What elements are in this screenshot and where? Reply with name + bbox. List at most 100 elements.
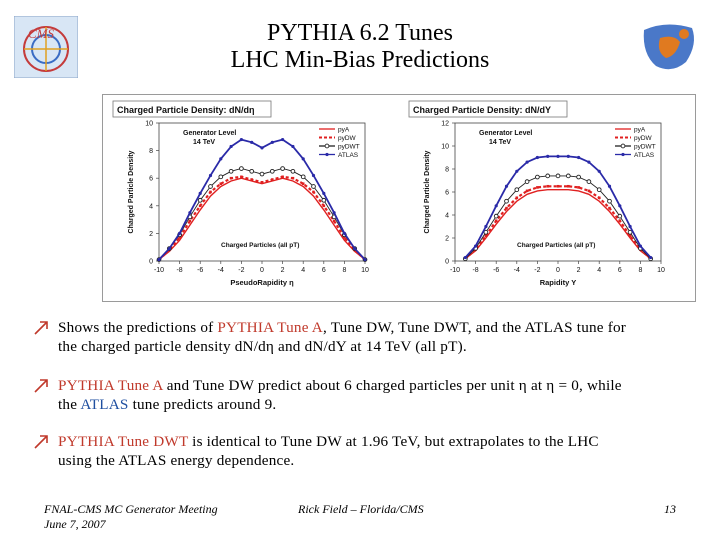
bullet-1-line2: the charged particle density dN/dη and d… xyxy=(58,338,467,355)
point-ATLAS xyxy=(556,154,560,158)
point-ATLAS xyxy=(474,244,478,248)
y-tick-label: 2 xyxy=(445,236,449,243)
point-pyDWT xyxy=(576,174,581,180)
point-ATLAS xyxy=(607,184,612,188)
point-ATLAS xyxy=(260,146,264,150)
y-tick-label: 6 xyxy=(149,176,153,183)
bullet-2-line2-segment-2: tune predicts around 9. xyxy=(128,396,277,413)
bullet-2-line2-segment-1: ATLAS xyxy=(80,396,129,413)
series-line-pyA xyxy=(464,189,652,260)
y-tick-label: 10 xyxy=(441,144,449,151)
point-ATLAS xyxy=(311,173,316,178)
point-ATLAS xyxy=(494,204,498,208)
point-pyDW xyxy=(608,206,611,210)
point-pyDW xyxy=(587,189,591,193)
x-tick-label: 0 xyxy=(260,267,264,274)
point-ATLAS xyxy=(618,204,622,208)
bullet-3-line1-segment-0: PYTHIA Tune DWT xyxy=(58,433,189,450)
point-pyDWT xyxy=(504,198,509,204)
chart-annotation-particles: Charged Particles (all pT) xyxy=(221,242,299,249)
svg-text:CMS: CMS xyxy=(28,26,55,41)
x-tick-label: -6 xyxy=(493,267,499,274)
cms-logo-icon: CMS xyxy=(14,16,78,78)
point-pyDW xyxy=(188,219,192,223)
point-ATLAS xyxy=(219,157,223,161)
chart-annotation-particles: Charged Particles (all pT) xyxy=(517,242,595,249)
point-ATLAS xyxy=(291,144,295,149)
legend-marker-ATLAS xyxy=(621,152,625,157)
y-tick-label: 2 xyxy=(149,231,153,238)
point-pyDWT xyxy=(535,174,540,180)
point-pyDW xyxy=(260,181,264,184)
point-ATLAS xyxy=(463,255,467,260)
y-tick-label: 0 xyxy=(445,259,449,266)
point-ATLAS xyxy=(504,184,509,188)
point-ATLAS xyxy=(167,246,171,251)
bullet-1-line1-segment-2: , Tune DW, Tune DWT, and the ATLAS tune … xyxy=(322,319,627,336)
point-pyDW xyxy=(332,219,336,223)
point-pyDW xyxy=(281,175,284,179)
y-tick-label: 6 xyxy=(445,190,449,197)
x-tick-label: 0 xyxy=(556,267,560,274)
x-tick-label: -4 xyxy=(218,267,224,274)
point-ATLAS xyxy=(515,169,519,173)
point-ATLAS xyxy=(363,258,367,262)
point-ATLAS xyxy=(208,173,213,178)
point-ATLAS xyxy=(597,169,601,173)
florida-logo-icon xyxy=(636,16,706,78)
chart-annotation-energy: 14 TeV xyxy=(193,139,215,146)
point-pyDW xyxy=(546,184,549,188)
point-pyDWT xyxy=(607,198,612,204)
point-pyDW xyxy=(209,190,212,194)
point-pyDW xyxy=(556,184,560,188)
point-pyDWT xyxy=(586,179,592,184)
x-tick-label: -4 xyxy=(514,267,520,274)
point-pyDWT xyxy=(493,213,499,219)
point-pyDW xyxy=(240,175,243,179)
bullet-3-line1-segment-1: is identical to Tune DW at 1.96 TeV, but… xyxy=(188,433,599,450)
point-pyDW xyxy=(301,182,305,186)
chart-title-box xyxy=(112,100,272,118)
y-axis-label: Charged Particle Density xyxy=(128,150,135,233)
point-pyDWT xyxy=(311,184,316,189)
point-pyDWT xyxy=(565,173,571,179)
y-tick-label: 4 xyxy=(149,203,153,210)
point-ATLAS xyxy=(638,244,642,248)
x-tick-label: 8 xyxy=(342,267,346,274)
bullet-2-line1-segment-0: PYTHIA Tune A xyxy=(58,377,163,394)
y-tick-label: 10 xyxy=(145,121,153,128)
legend-label-pyDWT: pyDWT xyxy=(338,143,360,150)
legend-marker-ATLAS xyxy=(325,152,329,157)
legend-label-pyA: pyA xyxy=(338,126,350,133)
bullet-2-line1-segment-1: and Tune DW predict about 6 charged part… xyxy=(162,377,622,394)
point-pyDW xyxy=(322,204,326,208)
point-pyDW xyxy=(484,234,488,237)
x-tick-label: -10 xyxy=(450,267,460,274)
title-banner xyxy=(14,16,706,78)
point-pyDW xyxy=(291,176,295,180)
point-ATLAS xyxy=(353,246,357,251)
bullet-text-3: PYTHIA Tune DWT is identical to Tune DW … xyxy=(58,432,708,470)
x-tick-label: -2 xyxy=(238,267,244,274)
x-tick-label: -2 xyxy=(534,267,540,274)
point-pyDW xyxy=(250,178,253,181)
point-pyDW xyxy=(597,196,601,200)
bullet-text-2: PYTHIA Tune A and Tune DW predict about … xyxy=(58,376,708,414)
point-pyDWT xyxy=(300,174,306,180)
page-title-line2: LHC Min-Bias Predictions xyxy=(230,47,490,73)
point-pyDWT xyxy=(259,171,265,177)
x-tick-label: 2 xyxy=(577,267,581,274)
point-ATLAS xyxy=(250,140,254,144)
point-ATLAS xyxy=(157,258,161,262)
series-line-pyA xyxy=(158,177,366,261)
x-tick-label: 10 xyxy=(657,267,665,274)
legend-marker-pyDWT xyxy=(620,143,626,149)
legend-label-pyDW: pyDW xyxy=(634,135,653,142)
bullet-text-1: Shows the predictions of PYTHIA Tune A, … xyxy=(58,318,708,356)
point-ATLAS xyxy=(332,211,336,215)
y-tick-label: 4 xyxy=(445,213,449,220)
point-ATLAS xyxy=(577,155,581,160)
x-tick-label: -8 xyxy=(472,267,478,274)
point-pyDWT xyxy=(524,179,530,184)
chart-annotation-energy: 14 TeV xyxy=(489,139,511,146)
